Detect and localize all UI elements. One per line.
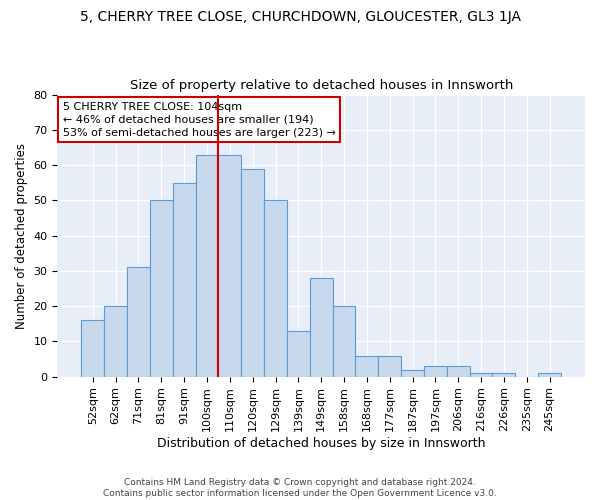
Bar (493, 373, 515, 376)
Bar (424, 366, 447, 376)
Bar (150, 200, 173, 376)
Bar (218, 154, 241, 376)
Text: 5, CHERRY TREE CLOSE, CHURCHDOWN, GLOUCESTER, GL3 1JA: 5, CHERRY TREE CLOSE, CHURCHDOWN, GLOUCE… (79, 10, 521, 24)
Text: Contains HM Land Registry data © Crown copyright and database right 2024.
Contai: Contains HM Land Registry data © Crown c… (103, 478, 497, 498)
Bar (127, 268, 150, 376)
Text: 5 CHERRY TREE CLOSE: 104sqm
← 46% of detached houses are smaller (194)
53% of se: 5 CHERRY TREE CLOSE: 104sqm ← 46% of det… (62, 102, 335, 138)
Title: Size of property relative to detached houses in Innsworth: Size of property relative to detached ho… (130, 79, 513, 92)
Bar (379, 356, 401, 376)
X-axis label: Distribution of detached houses by size in Innsworth: Distribution of detached houses by size … (157, 437, 485, 450)
Bar (82, 320, 104, 376)
Bar (355, 356, 379, 376)
Bar (264, 200, 287, 376)
Bar (287, 331, 310, 376)
Bar (447, 366, 470, 376)
Bar (470, 373, 493, 376)
Bar (196, 154, 218, 376)
Bar (538, 373, 561, 376)
Bar (332, 306, 355, 376)
Y-axis label: Number of detached properties: Number of detached properties (15, 142, 28, 328)
Bar (104, 306, 127, 376)
Bar (401, 370, 424, 376)
Bar (241, 168, 264, 376)
Bar (310, 278, 332, 376)
Bar (173, 182, 196, 376)
